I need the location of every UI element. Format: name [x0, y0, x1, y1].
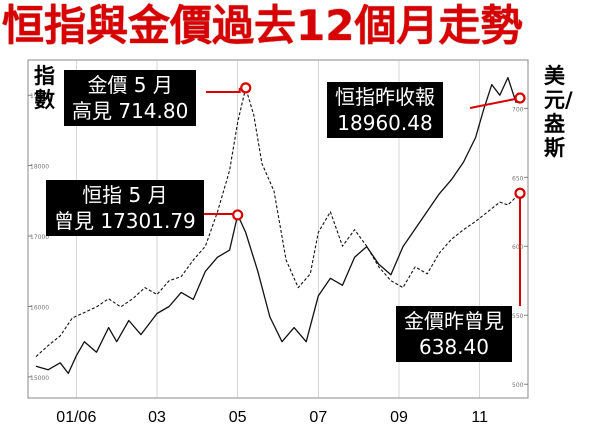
gold-last-box: 金價昨曾見 638.40	[396, 306, 512, 362]
x-tick-label: 03	[148, 409, 166, 426]
hsi-series-line	[35, 76, 521, 375]
gold-last-line1: 金價昨曾見	[404, 309, 504, 333]
right-tick-label: 550	[512, 313, 524, 320]
x-tick-label: 09	[390, 409, 408, 426]
gold-last-line2: 638.40	[419, 335, 489, 359]
right-tick-label: 600	[512, 244, 524, 251]
hsi-last-leader	[469, 97, 521, 109]
left-tick-label: 15000	[30, 375, 49, 382]
left-axis-label: 指數	[34, 64, 55, 112]
tick-labels: 01/06 03 05 07 09 11 15000 16000 17000 18000 19000…	[30, 93, 524, 426]
hsi-last-box: 恒指昨收報 18960.48	[327, 82, 443, 138]
plot-frame	[27, 59, 529, 399]
gold-peak-marker	[240, 82, 252, 94]
x-tick-label: 01/06	[56, 409, 96, 426]
gold-peak-line1: 金價 5 月	[87, 73, 173, 97]
right-tick-label: 500	[512, 382, 524, 389]
hsi-peak-box: 恒指 5 月 曾見 17301.79	[46, 180, 204, 236]
left-tick-label: 18000	[30, 164, 49, 171]
gold-last-marker	[514, 187, 526, 199]
gold-series-line	[35, 87, 521, 358]
series-layer	[35, 76, 521, 375]
right-tick-label: 700	[512, 106, 524, 113]
hsi-peak-line1: 恒指 5 月	[82, 183, 168, 207]
left-tick-label: 17000	[30, 234, 49, 241]
chart-title: 恒指與金價過去12個月走勢	[2, 1, 523, 50]
hsi-last-line1: 恒指昨收報	[335, 85, 435, 109]
left-tick-label: 19000	[30, 93, 49, 100]
x-tick-label: 11	[471, 409, 488, 426]
left-tick-label: 16000	[30, 304, 49, 311]
gold-peak-line2: 高見 714.80	[72, 99, 189, 123]
hsi-peak-marker	[232, 209, 244, 221]
x-tick-label: 05	[229, 409, 247, 426]
right-tick-label: 650	[512, 175, 524, 182]
hsi-last-line2: 18960.48	[337, 111, 433, 135]
x-tick-label: 07	[309, 409, 327, 426]
gold-peak-leader	[206, 87, 241, 93]
hsi-peak-line2: 曾見 17301.79	[54, 209, 196, 233]
hsi-last-marker	[514, 92, 526, 104]
right-axis-label: 美元/盎斯	[544, 64, 573, 160]
gold-peak-box: 金價 5 月 高見 714.80	[64, 70, 197, 126]
